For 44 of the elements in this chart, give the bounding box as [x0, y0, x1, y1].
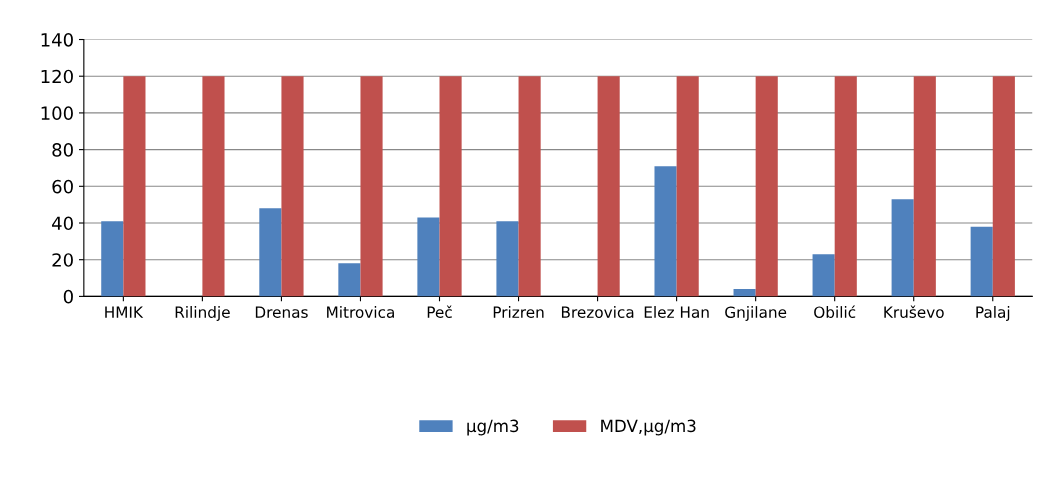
y-tick-label: 100: [41, 106, 73, 121]
bar: [812, 254, 835, 297]
bar: [417, 217, 440, 297]
y-tick-label: 20: [52, 253, 73, 267]
bar: [733, 289, 756, 297]
bar: [755, 76, 778, 297]
bar: [891, 199, 914, 297]
x-tick-label: Peč: [427, 305, 452, 318]
bar: [597, 76, 620, 297]
x-tick-label: Prizren: [493, 306, 544, 318]
bar: [654, 166, 677, 297]
x-tick-label: Brezovica: [561, 306, 634, 318]
bar: [439, 76, 462, 297]
x-tick-label: Kruševo: [884, 305, 944, 318]
y-tick-label: 60: [52, 179, 73, 194]
y-tick-label: 40: [52, 216, 73, 231]
bar: [970, 226, 993, 297]
legend-label: MDV,µg/m3: [601, 419, 696, 436]
bar: [360, 76, 383, 297]
x-tick-label: Obilić: [814, 305, 856, 318]
x-tick-label: Gnjilane: [725, 306, 787, 321]
y-tick-label: 0: [63, 289, 73, 304]
x-tick-label: Drenas: [255, 306, 308, 318]
x-tick-label: Mitrovica: [327, 306, 394, 318]
bar: [338, 263, 361, 297]
y-tick-label: 80: [52, 143, 73, 157]
bar: [259, 208, 282, 297]
bar: [202, 76, 225, 297]
bar: [992, 76, 1015, 297]
bar: [281, 76, 304, 297]
bar: [123, 76, 146, 297]
bar: [913, 76, 936, 297]
bar: [676, 76, 699, 297]
x-tick-label: Palaj: [976, 306, 1010, 321]
legend-label: µg/m3: [467, 419, 519, 436]
x-tick-label: Elez Han: [644, 306, 709, 318]
x-tick-label: Rilindje: [175, 306, 230, 321]
bar: [518, 76, 541, 297]
x-tick-label: HMIK: [105, 306, 144, 318]
bar: [496, 221, 519, 297]
bar: [834, 76, 857, 297]
y-tick-label: 140: [41, 32, 73, 47]
bar: [101, 221, 124, 297]
y-tick-label: 120: [41, 69, 73, 84]
